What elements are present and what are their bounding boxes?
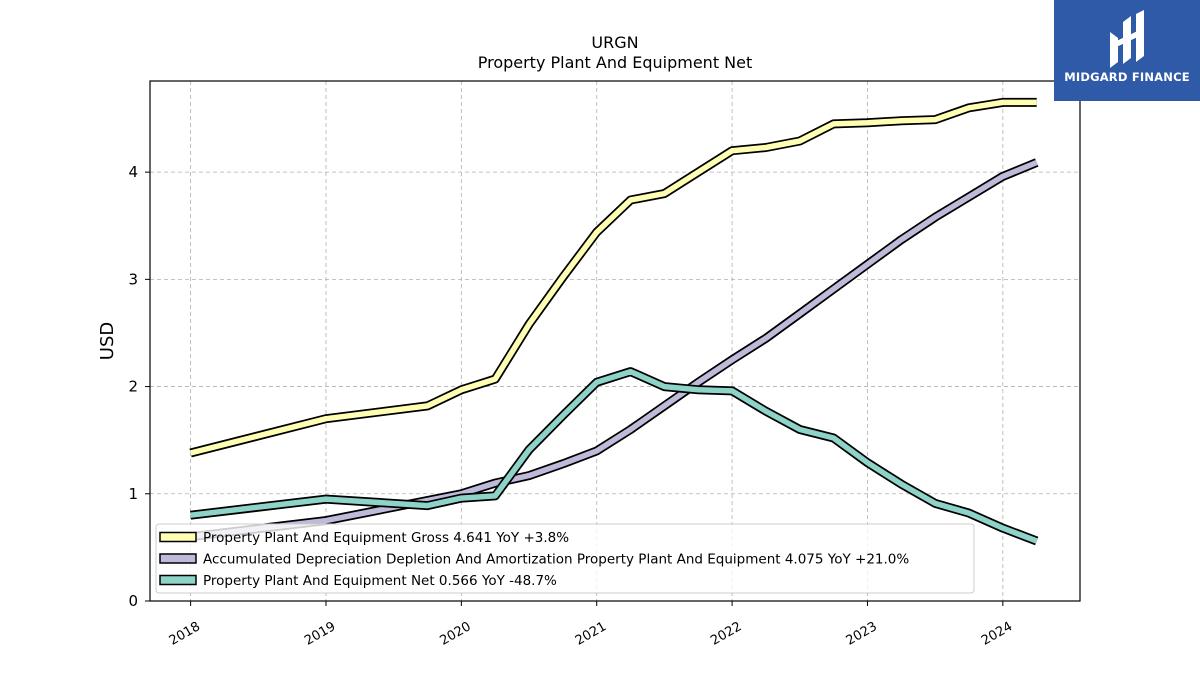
y-tick-label: 4: [128, 163, 138, 181]
brand-mark-icon: [1110, 10, 1144, 68]
x-tick-label: 2021: [573, 619, 609, 649]
legend-swatch: [159, 574, 197, 586]
series-line: [190, 368, 1038, 544]
y-tick-label: 0: [128, 592, 138, 610]
y-tick-label: 3: [128, 270, 138, 288]
legend-swatch: [159, 553, 197, 564]
legend-box: [155, 523, 975, 594]
grid-lines: [150, 81, 1080, 601]
series-lines: [189, 97, 1039, 546]
plot-frame: [149, 80, 1081, 602]
midgard-finance-logo: MIDGARD FINANCE: [1054, 0, 1200, 101]
series-line-outline: [190, 367, 1039, 546]
y-axis-label: USD: [97, 322, 118, 360]
series-1: [189, 97, 1037, 458]
x-tick-label: 2024: [979, 619, 1015, 649]
x-tick-label: 2018: [167, 619, 203, 649]
chart-title: URGN: [591, 33, 638, 52]
x-tick-label: 2023: [844, 619, 880, 649]
legend-swatch: [159, 531, 197, 543]
x-tick-label: 2022: [708, 619, 744, 649]
y-tick-label: 1: [128, 485, 138, 503]
y-tick-label: 2: [128, 378, 138, 396]
series-line-outline: [189, 97, 1037, 458]
legend: Property Plant And Equipment Gross 4.641…: [155, 523, 975, 594]
chart-subtitle: Property Plant And Equipment Net: [478, 53, 753, 72]
series-line: [189, 99, 1037, 456]
x-tick-label: 2019: [302, 619, 338, 649]
legend-label: Accumulated Depreciation Depletion And A…: [203, 552, 909, 568]
series-3: [190, 367, 1039, 546]
x-tick-label: 2020: [438, 619, 474, 649]
legend-label: Property Plant And Equipment Net 0.566 Y…: [203, 573, 557, 589]
legend-label: Property Plant And Equipment Gross 4.641…: [203, 530, 569, 546]
brand-name: MIDGARD FINANCE: [1064, 70, 1190, 84]
